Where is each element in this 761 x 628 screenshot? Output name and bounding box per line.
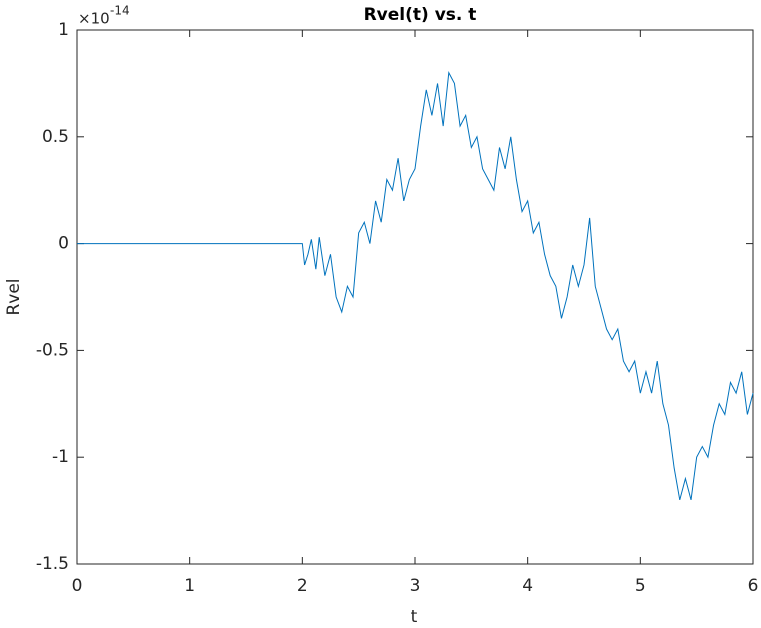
x-tick-label: 3 [410, 576, 421, 596]
y-multiplier-exponent: -14 [110, 4, 130, 18]
chart-title: Rvel(t) vs. t [364, 5, 477, 25]
x-tick-label: 1 [184, 576, 195, 596]
y-tick-label: -0.5 [36, 340, 69, 360]
y-tick-label: -1 [52, 447, 69, 467]
y-multiplier: ×10 [78, 10, 110, 28]
y-axis-label: Rvel [4, 278, 24, 315]
x-tick-label: 4 [522, 576, 533, 596]
y-tick-label: 1 [58, 20, 69, 40]
plot-area [76, 29, 754, 565]
x-axis-label: t [411, 607, 418, 627]
data-line [77, 71, 754, 501]
x-tick-label: 6 [748, 576, 759, 596]
x-tick-label: 2 [297, 576, 308, 596]
x-tick-label: 0 [72, 576, 83, 596]
y-tick-label: 0 [58, 234, 69, 254]
y-tick-label: 0.5 [42, 127, 69, 147]
y-tick-label: -1.5 [36, 554, 69, 574]
x-tick-label: 5 [635, 576, 646, 596]
